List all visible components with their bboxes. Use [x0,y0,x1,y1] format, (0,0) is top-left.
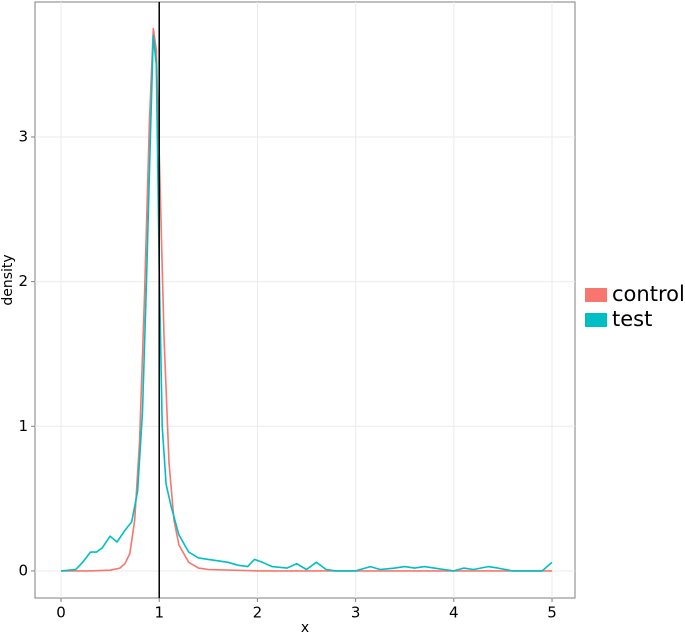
legend-key [585,313,607,327]
y-tick-label: 3 [18,127,28,145]
x-tick-label: 5 [547,604,557,622]
y-tick-label: 0 [18,561,28,579]
y-axis-title: density [0,254,16,305]
x-tick-label: 3 [351,604,361,622]
density-line [61,27,552,572]
plot-panel [34,1,576,599]
density-line [60,34,553,572]
x-axis-title: x [301,620,309,636]
legend-label: test [612,307,652,331]
y-tick-label: 2 [18,272,28,290]
x-tick-label: 1 [154,604,164,622]
x-tick-label: 2 [253,604,263,622]
y-tick-label: 1 [18,417,28,435]
legend-key [585,288,607,302]
x-tick-label: 0 [56,604,66,622]
legend-label: control [612,282,685,306]
x-tick-label: 4 [449,604,459,622]
